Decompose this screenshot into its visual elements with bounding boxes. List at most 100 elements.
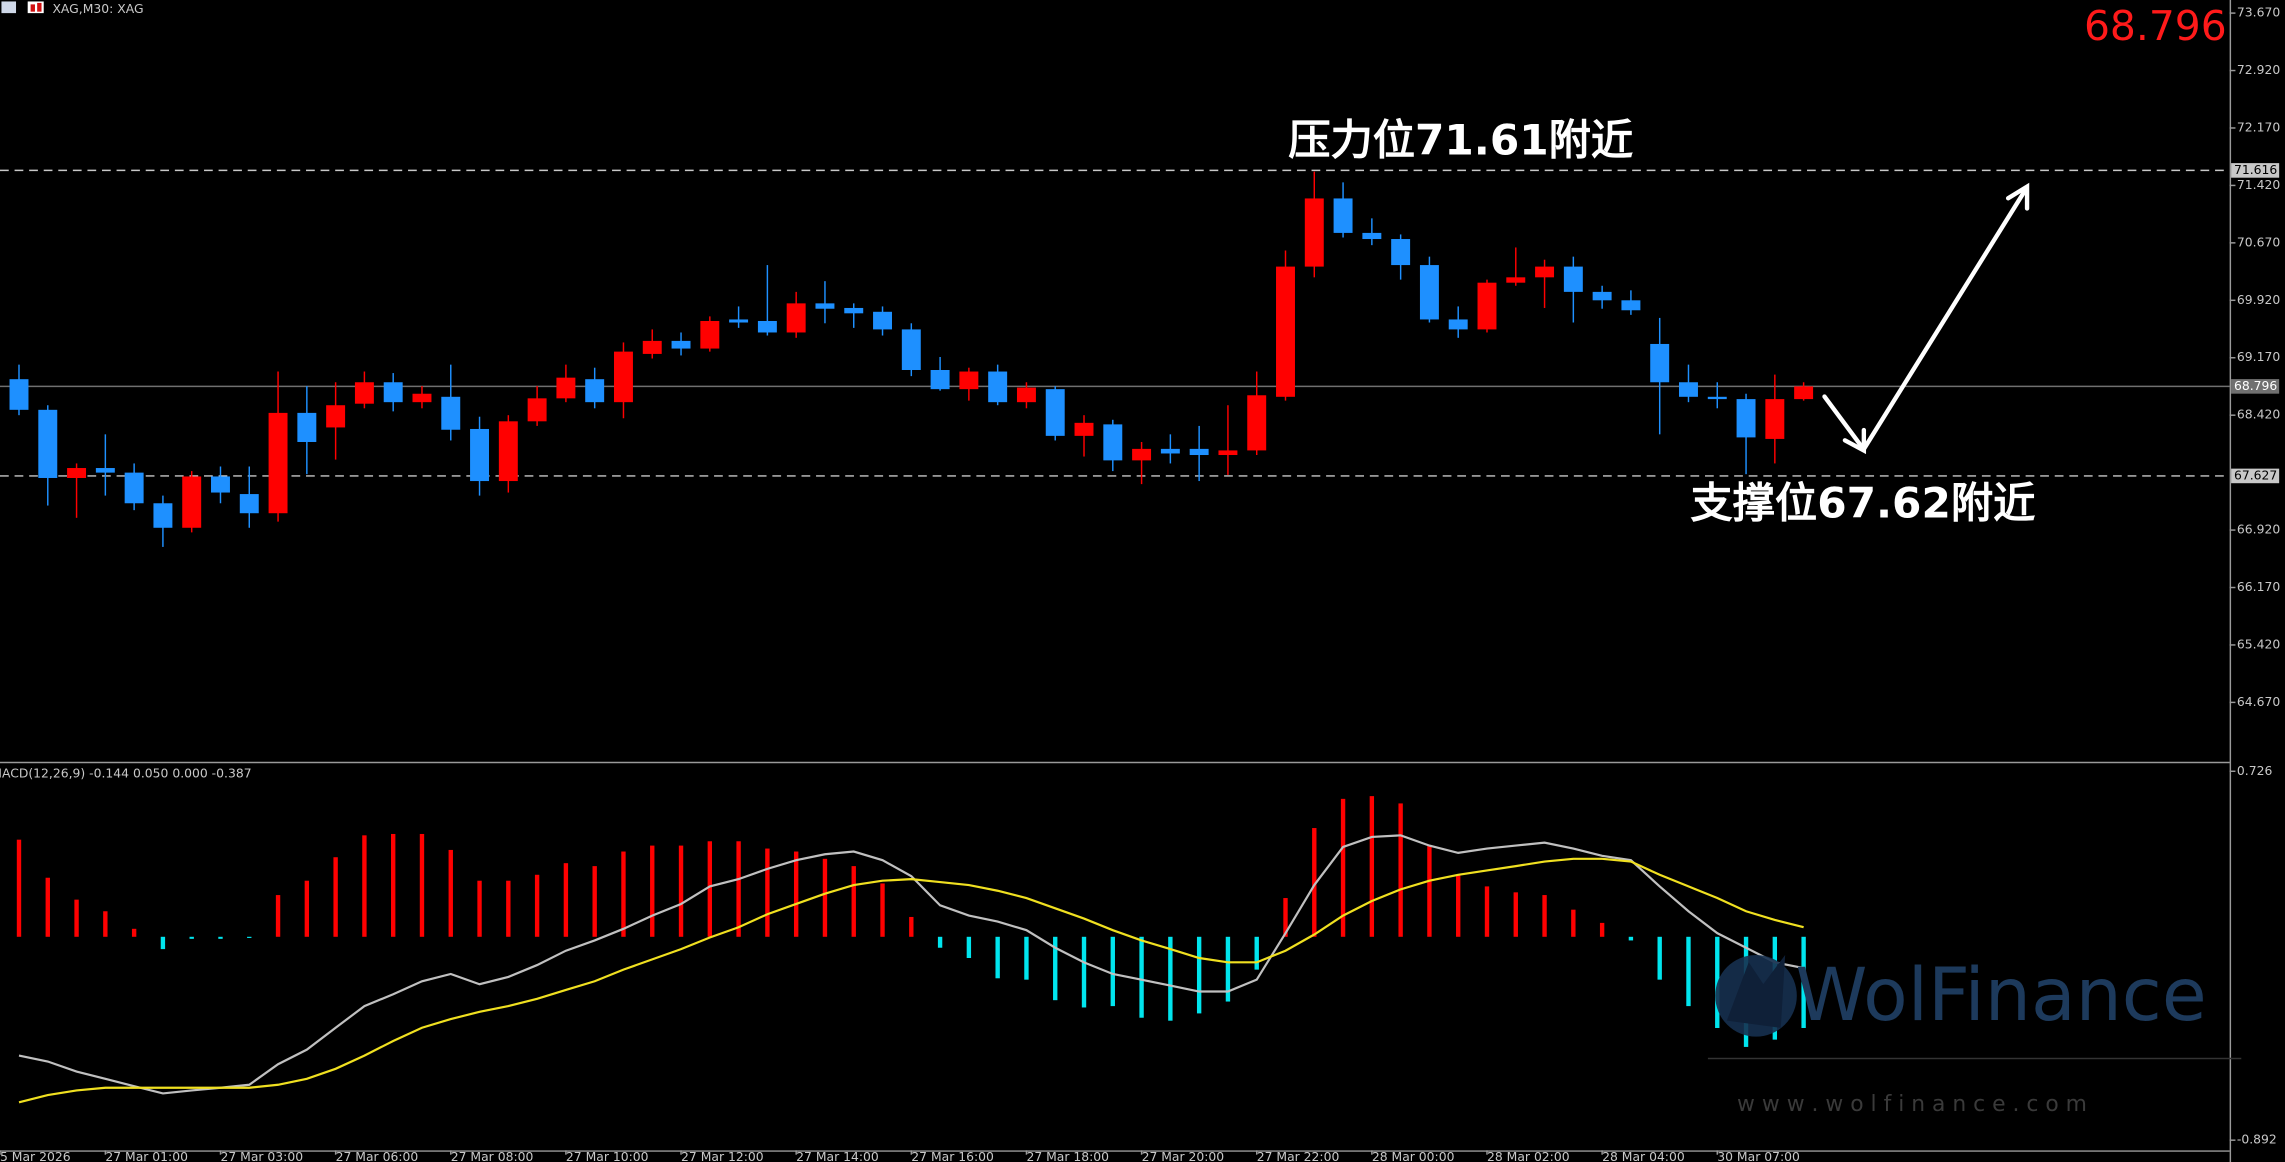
- level-box: [2231, 163, 2280, 178]
- macd-line: [18, 857, 1804, 1104]
- forecast-arrow: [1822, 182, 2030, 455]
- candle-body: [556, 377, 576, 399]
- candle-body: [1592, 291, 1612, 301]
- macd-bar: [592, 866, 597, 937]
- macd-bar: [937, 936, 943, 948]
- candle-body: [354, 382, 374, 404]
- symbol-label: XAG,M30: XAG: [52, 2, 143, 16]
- y-tick-label: 69.170: [2237, 350, 2280, 364]
- candle-body: [1650, 343, 1670, 383]
- macd-bar: [765, 848, 770, 937]
- candle-body: [1506, 277, 1526, 283]
- candle-body: [1707, 396, 1727, 400]
- x-tick-label: 27 Mar 18:00: [1026, 1150, 1109, 1162]
- candle-body: [124, 472, 144, 504]
- annotation: 支撑位67.62附近: [1690, 478, 2035, 527]
- macd-line: [18, 834, 1804, 1095]
- candle-body: [1333, 198, 1353, 233]
- watermark-logo-wolf: [1726, 954, 1786, 1028]
- macd-bar: [1542, 895, 1547, 937]
- y-tick-label: -0.892: [2237, 1133, 2277, 1147]
- x-tick-label: 27 Mar 06:00: [336, 1150, 419, 1162]
- macd-bar: [506, 880, 511, 937]
- candle-body: [1477, 282, 1497, 330]
- macd-bar: [391, 833, 396, 937]
- candle-body: [1448, 319, 1468, 330]
- candle-body: [498, 421, 518, 482]
- candle-body: [268, 412, 288, 514]
- macd-bar: [16, 839, 22, 937]
- menu-icon[interactable]: [1, 1, 17, 14]
- macd-bar: [650, 845, 655, 937]
- candle-body: [815, 303, 835, 309]
- candle-body: [1218, 450, 1238, 456]
- candle-body: [729, 319, 749, 323]
- macd-bar: [247, 936, 252, 938]
- y-tick-label: 69.920: [2237, 293, 2280, 307]
- candle-body: [1160, 448, 1180, 454]
- x-tick-label: 27 Mar 20:00: [1142, 1150, 1225, 1162]
- macd-bar: [1657, 936, 1662, 980]
- candle-body: [1794, 386, 1814, 400]
- y-tick-label: 66.920: [2237, 523, 2280, 537]
- macd-bar: [1196, 936, 1202, 1014]
- candle-body: [585, 379, 605, 403]
- candle-body: [182, 476, 202, 528]
- macd-bar: [1801, 936, 1806, 1028]
- watermark-brand: WolFinance: [1795, 953, 2206, 1038]
- candle-body: [383, 382, 403, 403]
- macd-bar: [793, 851, 799, 937]
- candle-body: [470, 428, 490, 482]
- candle-body: [844, 307, 864, 314]
- candle-body: [786, 303, 806, 333]
- candle-body: [1391, 239, 1411, 266]
- y-tick-label: 72.170: [2237, 120, 2280, 134]
- candle-body: [1535, 266, 1555, 278]
- y-tick-label: 71.420: [2237, 178, 2280, 192]
- y-tick-label: 72.920: [2237, 63, 2280, 77]
- macd-bar: [275, 895, 281, 937]
- y-tick-label: 66.170: [2237, 580, 2280, 594]
- candle-body: [1304, 198, 1324, 267]
- candle-body: [642, 340, 662, 354]
- macd-bar: [909, 916, 914, 937]
- y-tick-label: 64.670: [2237, 695, 2280, 709]
- level-box: [2231, 468, 2280, 484]
- macd-bar: [131, 928, 137, 937]
- macd-bar: [189, 936, 194, 939]
- x-tick-label: 27 Mar 14:00: [796, 1150, 879, 1162]
- macd-bar: [74, 899, 79, 937]
- level-label: 67.627: [2234, 468, 2277, 482]
- candle-body: [297, 412, 317, 442]
- x-tick-label: 27 Mar 16:00: [911, 1150, 994, 1162]
- current-price: 68.796: [2084, 2, 2227, 50]
- x-tick-label: 30 Mar 07:00: [1717, 1150, 1800, 1162]
- macd-bar: [1053, 936, 1058, 1001]
- candle-body: [1276, 266, 1295, 397]
- chart-icon-bar: [37, 2, 42, 12]
- candle-body: [95, 468, 115, 473]
- watermark-url: w w w . w o l f i n a n c e . c o m: [1737, 1092, 2087, 1117]
- macd-bar: [419, 833, 425, 937]
- candle-body: [1563, 266, 1583, 292]
- candle-body: [412, 393, 432, 403]
- chart-icon-bar: [30, 4, 35, 12]
- macd-bar: [1081, 936, 1087, 1008]
- macd-bar: [966, 936, 972, 958]
- candle-body: [1419, 265, 1439, 320]
- y-tick-label: 73.670: [2237, 6, 2280, 20]
- candle-body: [326, 405, 346, 428]
- candle-body: [1362, 232, 1382, 240]
- macd-bar: [1024, 936, 1029, 980]
- chart-icon[interactable]: [27, 1, 44, 14]
- macd-bar: [621, 851, 626, 937]
- macd-bar: [103, 911, 108, 937]
- x-tick-label: 27 Mar 08:00: [451, 1150, 534, 1162]
- candle-body: [930, 369, 950, 390]
- annotation: 压力位71.61附近: [1288, 115, 1633, 164]
- candle-body: [1679, 382, 1698, 397]
- macd-bar: [1715, 936, 1720, 1028]
